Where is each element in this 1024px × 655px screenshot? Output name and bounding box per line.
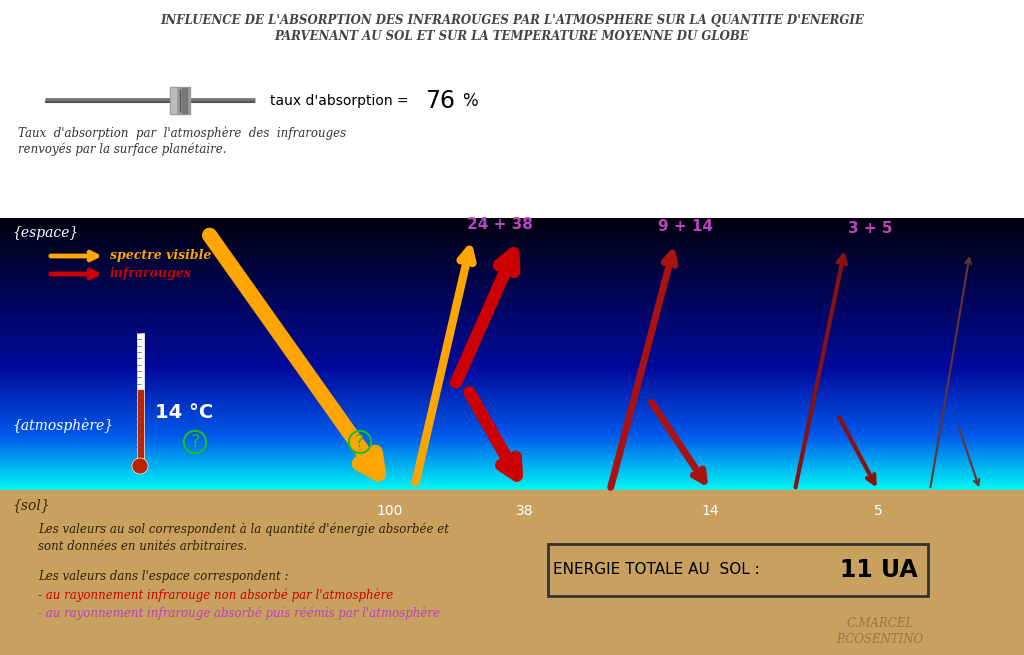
Bar (0, 0, 1024, 218)
Bar (137, 333, 144, 460)
Text: sont données en unités arbitraires.: sont données en unités arbitraires. (38, 540, 247, 553)
Text: {sol}: {sol} (12, 498, 50, 512)
Bar (182, 88, 187, 113)
Text: 14: 14 (701, 504, 719, 518)
Text: {atmosphère}: {atmosphère} (12, 418, 113, 433)
Text: Les valeurs au sol correspondent à la quantité d'énergie absorbée et: Les valeurs au sol correspondent à la qu… (38, 522, 449, 536)
Text: taux d'absorption =: taux d'absorption = (270, 94, 409, 108)
Text: 14 °C: 14 °C (155, 403, 213, 422)
Text: 3 + 5: 3 + 5 (848, 221, 892, 236)
Text: Taux  d'absorption  par  l'atmosphère  des  infrarouges: Taux d'absorption par l'atmosphère des i… (18, 126, 346, 140)
Text: spectre visible: spectre visible (110, 250, 211, 263)
Text: 5: 5 (873, 504, 883, 518)
Text: - au rayonnement infrarouge absorbé puis réémis par l'atmosphère: - au rayonnement infrarouge absorbé puis… (38, 606, 440, 620)
Text: C.MARCEL: C.MARCEL (847, 617, 913, 630)
Text: %: % (462, 92, 477, 110)
Text: infrarouges: infrarouges (110, 267, 191, 280)
Bar (138, 390, 143, 460)
Bar (170, 87, 190, 114)
Text: {espace}: {espace} (12, 226, 78, 240)
Text: INFLUENCE DE L'ABSORPTION DES INFRAROUGES PAR L'ATMOSPHERE SUR LA QUANTITE D'ENE: INFLUENCE DE L'ABSORPTION DES INFRAROUGE… (160, 14, 864, 27)
Text: 76: 76 (425, 89, 455, 113)
Bar (548, 544, 928, 596)
Text: P.COSENTINO: P.COSENTINO (837, 633, 924, 646)
Bar (171, 88, 176, 113)
Circle shape (133, 459, 147, 473)
Text: ?: ? (355, 433, 365, 451)
Text: 24 + 38: 24 + 38 (467, 217, 532, 232)
Text: ?: ? (190, 433, 200, 451)
Text: 100: 100 (377, 504, 403, 518)
Text: - au rayonnement infrarouge non absorbé par l'atmosphère: - au rayonnement infrarouge non absorbé … (38, 588, 393, 601)
Circle shape (132, 458, 148, 474)
Text: 11 UA: 11 UA (841, 558, 918, 582)
Text: PARVENANT AU SOL ET SUR LA TEMPERATURE MOYENNE DU GLOBE: PARVENANT AU SOL ET SUR LA TEMPERATURE M… (274, 30, 750, 43)
Text: ENERGIE TOTALE AU  SOL :: ENERGIE TOTALE AU SOL : (553, 563, 765, 578)
Bar (0, 490, 1024, 655)
Text: 9 + 14: 9 + 14 (658, 219, 714, 234)
Text: Les valeurs dans l'espace correspondent :: Les valeurs dans l'espace correspondent … (38, 570, 289, 583)
Text: renvoyés par la surface planétaire.: renvoyés par la surface planétaire. (18, 142, 226, 155)
Text: 38: 38 (516, 504, 534, 518)
